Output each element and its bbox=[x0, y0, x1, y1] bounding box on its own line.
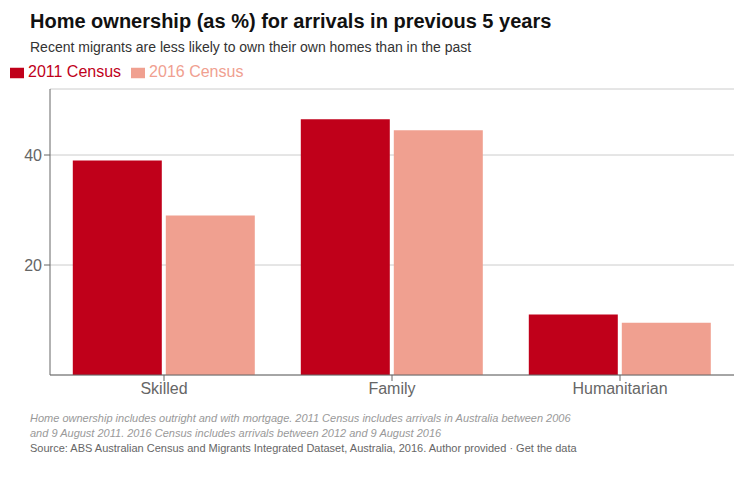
html-text:Home ownership (as %) for arri: Home ownership (as %) for arrivals in pr… bbox=[30, 10, 552, 32]
html-text:2011 Census: 2011 Census bbox=[28, 63, 122, 80]
svg-text:Humanitarian: Humanitarian bbox=[572, 380, 667, 397]
html-text:2016 Census: 2016 Census bbox=[149, 63, 244, 80]
svg-text:Skilled: Skilled bbox=[140, 380, 187, 397]
html-text:Source: ABS Australian Census: Source: ABS Australian Census and Migran… bbox=[30, 442, 577, 454]
svg-text:20: 20 bbox=[24, 257, 42, 274]
html-text:Home ownership includes outrig: Home ownership includes outright and wit… bbox=[30, 412, 571, 424]
svg-text:Family: Family bbox=[368, 380, 415, 397]
svg-text:40: 40 bbox=[24, 147, 42, 164]
html-text:and 9 August 2011. 2016 Census: and 9 August 2011. 2016 Census includes … bbox=[30, 427, 442, 439]
html-text:Recent migrants are less likel: Recent migrants are less likely to own t… bbox=[30, 39, 472, 55]
